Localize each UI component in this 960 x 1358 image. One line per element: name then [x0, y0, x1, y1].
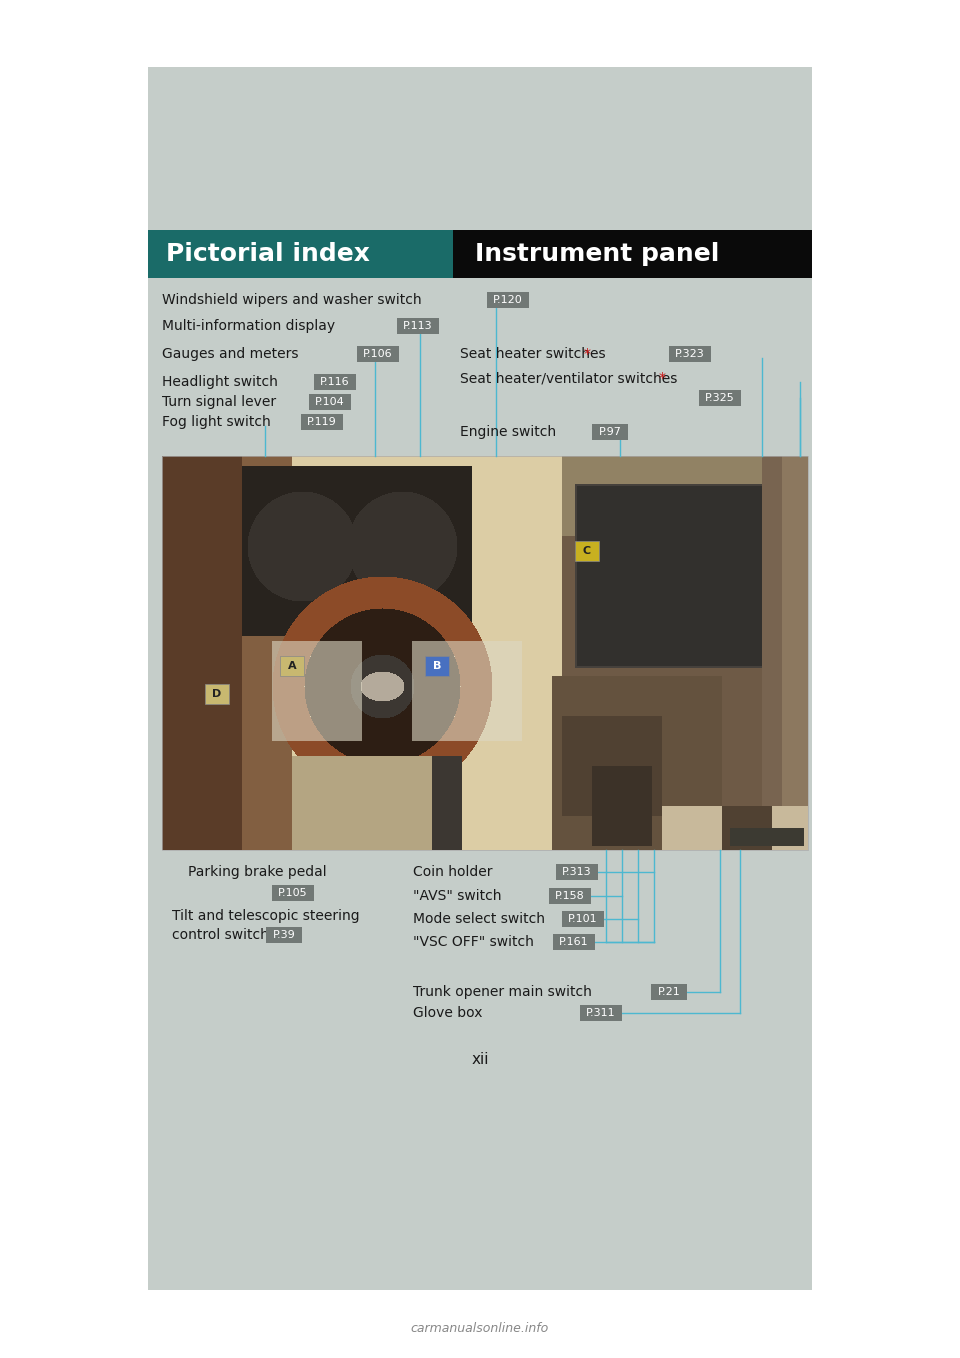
Text: P.113: P.113	[403, 320, 433, 331]
Text: Gauges and meters: Gauges and meters	[162, 348, 299, 361]
Text: Tilt and telescopic steering: Tilt and telescopic steering	[172, 909, 360, 923]
Text: Turn signal lever: Turn signal lever	[162, 395, 276, 409]
Text: P.325: P.325	[706, 392, 734, 403]
Bar	[266, 928, 302, 942]
Text: Mode select switch: Mode select switch	[413, 913, 545, 926]
Text: C: C	[583, 546, 591, 555]
Bar	[300, 414, 344, 430]
Text: P.39: P.39	[273, 930, 296, 940]
Text: P.105: P.105	[278, 888, 308, 898]
Text: D: D	[212, 689, 222, 699]
Text: P.158: P.158	[555, 891, 585, 900]
Text: P.21: P.21	[658, 987, 681, 997]
Text: P.101: P.101	[568, 914, 598, 923]
Bar	[396, 318, 440, 334]
Text: Multi-information display: Multi-information display	[162, 319, 335, 333]
Text: P.120: P.120	[493, 295, 523, 306]
Bar	[580, 1005, 622, 1021]
Bar	[357, 346, 399, 363]
Text: P.119: P.119	[307, 417, 337, 426]
Text: Windshield wipers and washer switch: Windshield wipers and washer switch	[162, 293, 421, 307]
Bar	[699, 390, 741, 406]
Bar	[453, 230, 812, 278]
Bar	[314, 373, 356, 390]
Text: Instrument panel: Instrument panel	[475, 242, 719, 266]
Text: P.311: P.311	[587, 1008, 615, 1018]
Text: Pictorial index: Pictorial index	[166, 242, 370, 266]
Text: Engine switch: Engine switch	[460, 425, 556, 439]
Text: "VSC OFF" switch: "VSC OFF" switch	[413, 936, 534, 949]
Bar	[272, 885, 314, 900]
Text: *: *	[584, 348, 591, 361]
Text: "AVS" switch: "AVS" switch	[413, 889, 501, 903]
Bar	[651, 985, 687, 999]
Text: carmanualsonline.info: carmanualsonline.info	[411, 1321, 549, 1335]
Text: control switch: control switch	[172, 928, 269, 942]
Text: Seat heater/ventilator switches: Seat heater/ventilator switches	[460, 371, 678, 386]
Text: A: A	[288, 661, 297, 671]
Bar	[148, 230, 453, 278]
Bar	[162, 456, 808, 850]
Text: P.106: P.106	[363, 349, 393, 359]
Text: P.313: P.313	[563, 866, 591, 877]
Text: B: B	[433, 661, 442, 671]
Bar	[549, 888, 591, 904]
Bar	[425, 656, 449, 676]
Text: *: *	[659, 371, 665, 386]
Text: Seat heater switches: Seat heater switches	[460, 348, 606, 361]
Text: Fog light switch: Fog light switch	[162, 416, 271, 429]
Bar	[205, 684, 229, 703]
Bar	[592, 424, 628, 440]
Text: P.104: P.104	[315, 397, 345, 407]
Bar	[487, 292, 529, 308]
Bar	[553, 934, 595, 951]
Text: Headlight switch: Headlight switch	[162, 375, 277, 388]
Text: Trunk opener main switch: Trunk opener main switch	[413, 985, 592, 999]
Bar	[556, 864, 598, 880]
Text: Glove box: Glove box	[413, 1006, 483, 1020]
Text: Parking brake pedal: Parking brake pedal	[188, 865, 326, 879]
Bar	[309, 394, 351, 410]
Text: xii: xii	[471, 1052, 489, 1067]
Bar	[669, 346, 711, 363]
Bar	[148, 67, 812, 1290]
Text: P.161: P.161	[559, 937, 588, 947]
Text: P.323: P.323	[675, 349, 705, 359]
Text: P.97: P.97	[599, 426, 621, 437]
Bar	[575, 540, 599, 561]
Bar	[280, 656, 304, 676]
Text: P.116: P.116	[321, 378, 349, 387]
Text: Coin holder: Coin holder	[413, 865, 492, 879]
Bar	[562, 911, 604, 928]
